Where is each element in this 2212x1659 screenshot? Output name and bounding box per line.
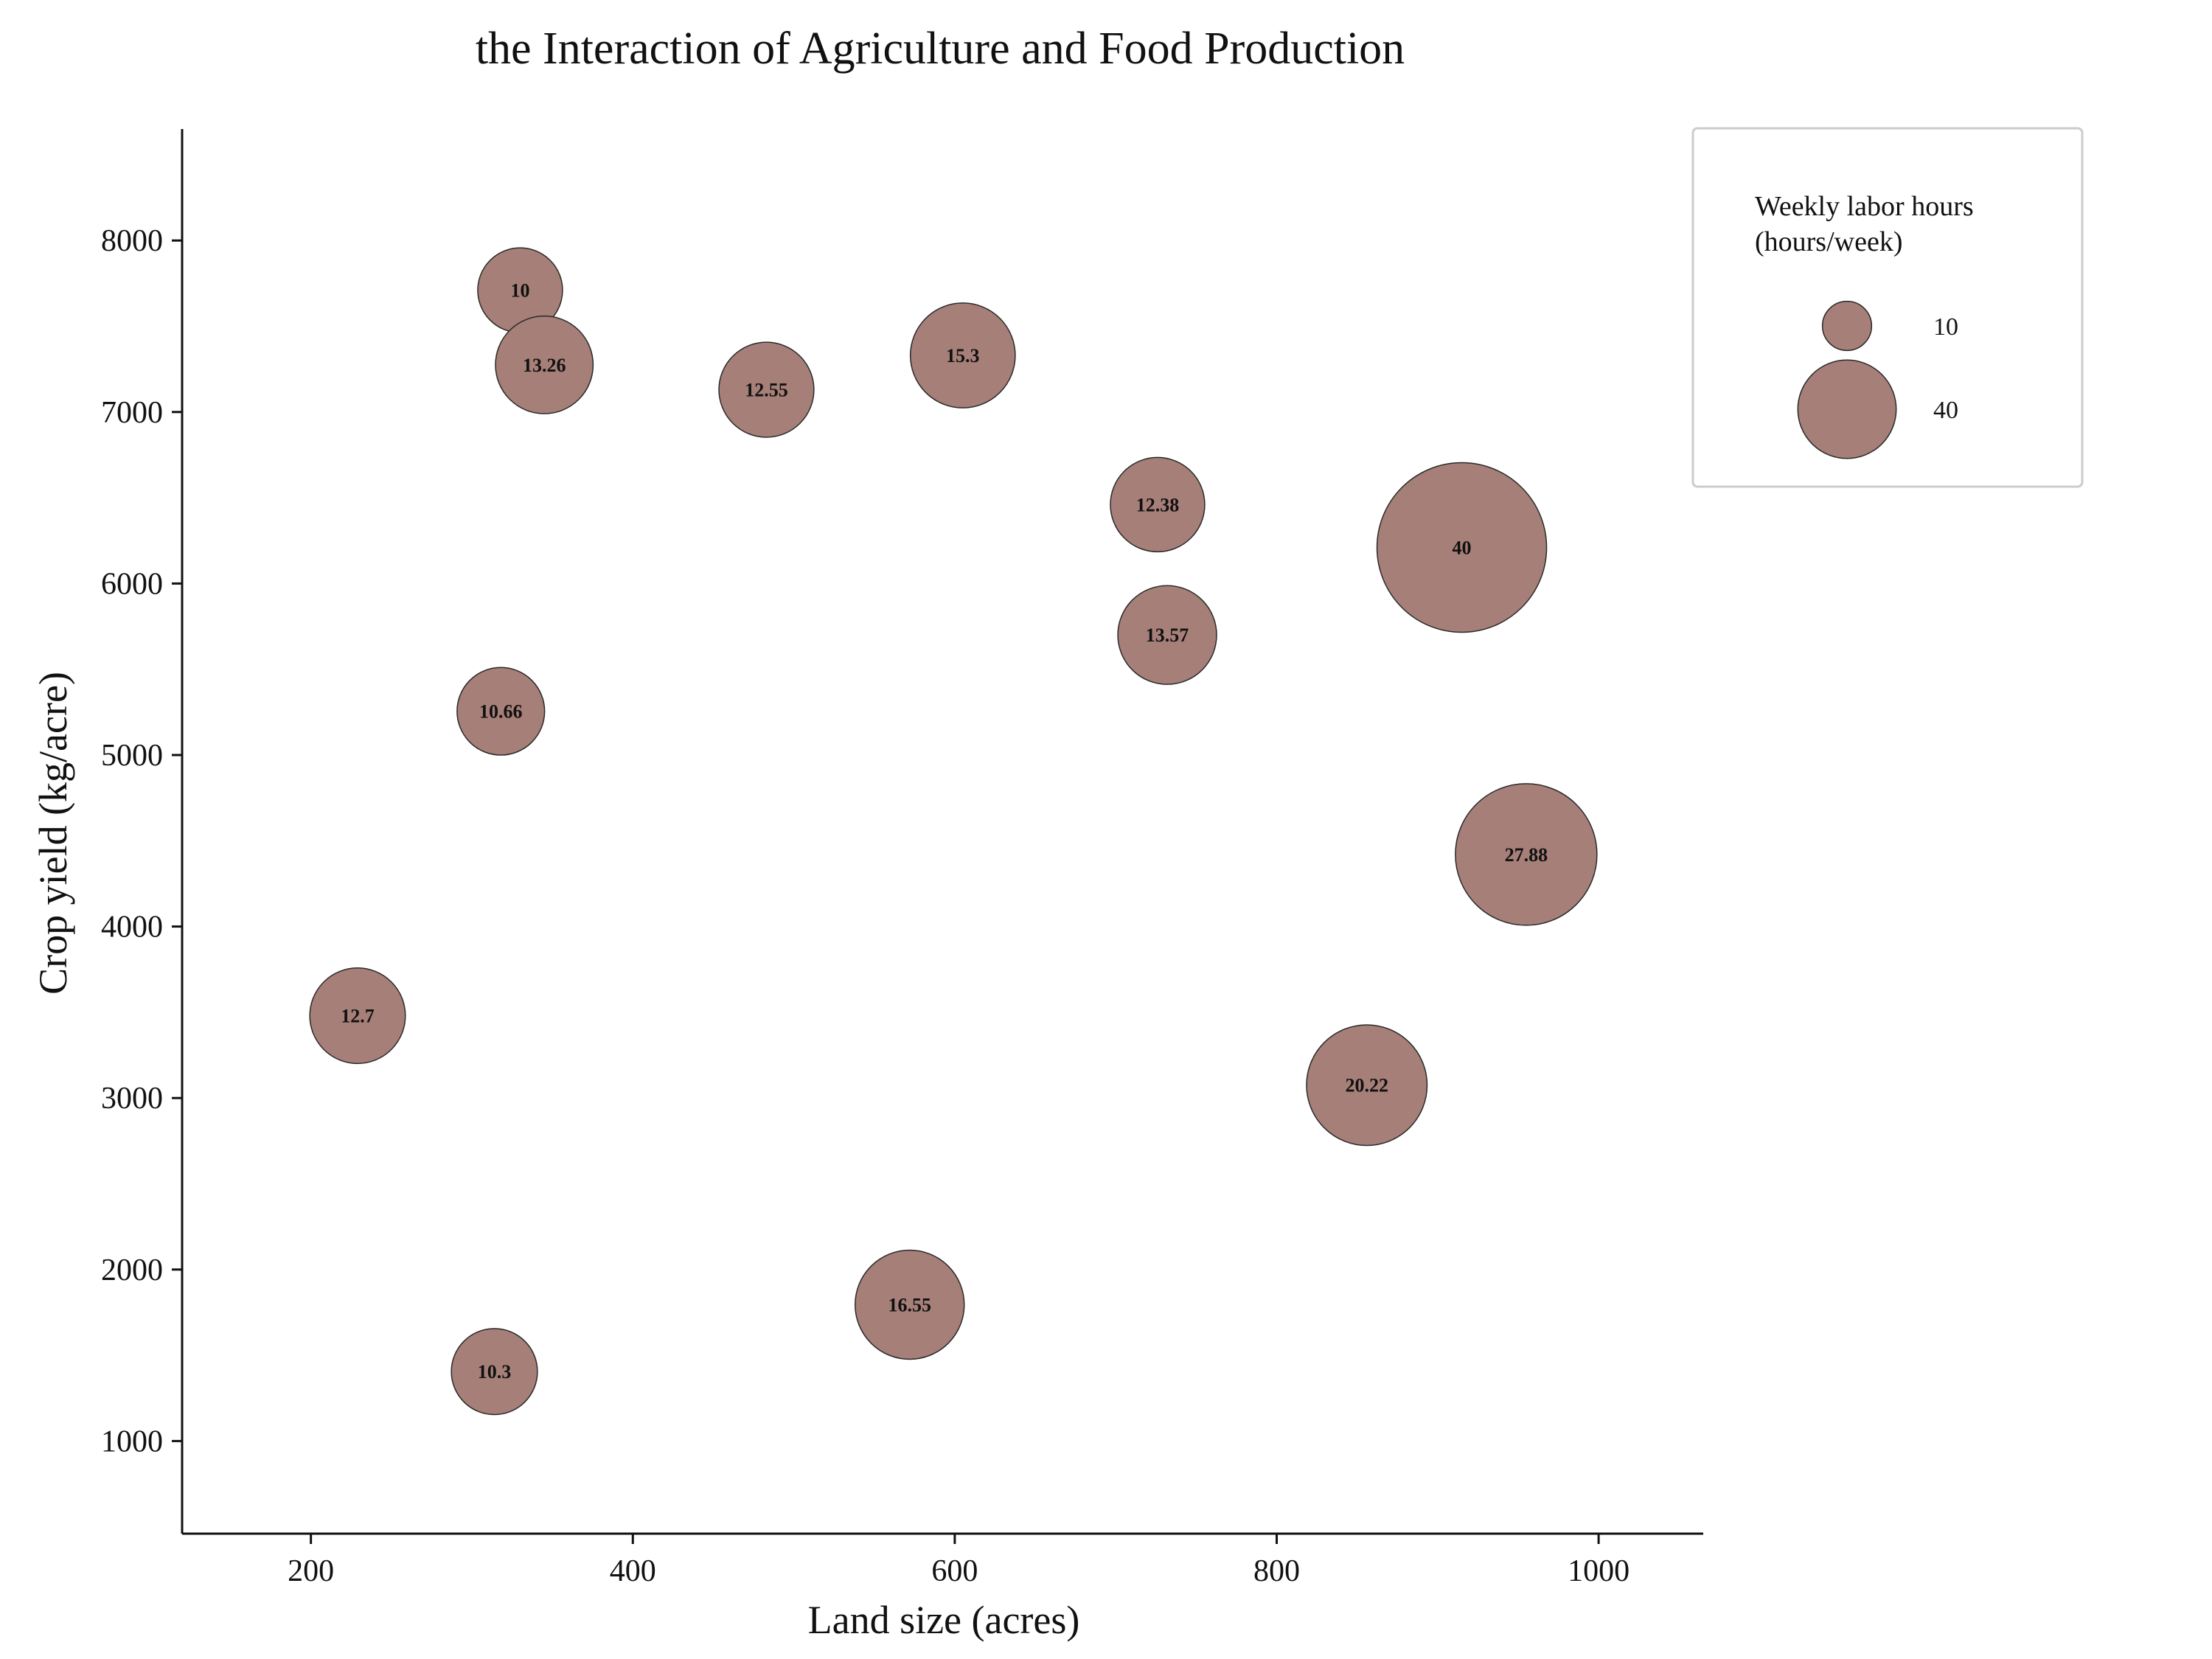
- bubble-label: 20.22: [1345, 1075, 1388, 1096]
- y-axis-label: Crop yield (kg/acre): [31, 672, 75, 995]
- bubble-label: 12.7: [341, 1006, 375, 1027]
- bubble-label: 10.66: [479, 701, 523, 723]
- x-tick-label: 800: [1253, 1554, 1300, 1588]
- bubble-point: [456, 667, 546, 756]
- bubble-point: [495, 315, 594, 414]
- bubble-point: [1376, 462, 1548, 633]
- y-tick-label: 3000: [101, 1082, 163, 1116]
- plot-area: 200 400 600 800 1000 1000 2000 3000 4000 5000 600…: [101, 129, 1703, 1588]
- legend-title-line1: Weekly labor hours: [1755, 191, 1974, 222]
- legend-label: 40: [1933, 397, 1958, 424]
- bubble-point: [855, 1249, 965, 1360]
- legend-box: [1691, 127, 2084, 488]
- bubble-label: 10: [510, 280, 529, 302]
- x-tick-label: 200: [288, 1554, 334, 1588]
- bubble-label: 13.57: [1146, 625, 1189, 646]
- bubbles: 10 13.26 12.55 15.3 12.38 40 13.57 10.66 27.88 12…: [309, 247, 1598, 1416]
- y-tick-label: 4000: [101, 911, 163, 945]
- bubble-point: [718, 341, 815, 438]
- y-tick-label: 8000: [101, 224, 163, 258]
- bubble-label: 27.88: [1505, 844, 1548, 866]
- chart-title: the Interaction of Agriculture and Food …: [476, 24, 1405, 74]
- x-tick-label: 400: [610, 1554, 656, 1588]
- y-ticks: 1000 2000 3000 4000 5000 6000 7000 8000: [101, 224, 182, 1458]
- legend-bubble: [1821, 300, 1873, 352]
- x-ticks: 200 400 600 800 1000: [288, 1534, 1630, 1588]
- bubble-point: [451, 1328, 538, 1416]
- legend-entries: 10 40: [1797, 300, 1958, 459]
- bubble-label: 12.38: [1136, 494, 1180, 515]
- y-tick-label: 5000: [101, 739, 163, 773]
- y-tick-label: 1000: [101, 1425, 163, 1458]
- y-tick-label: 6000: [101, 567, 163, 601]
- legend-bubble: [1797, 359, 1897, 459]
- legend-title-line2: (hours/week): [1755, 226, 1902, 257]
- bubble-point: [1117, 585, 1217, 685]
- y-tick-label: 7000: [101, 396, 163, 430]
- bubble-label: 16.55: [888, 1294, 931, 1315]
- bubble-label: 13.26: [523, 355, 566, 376]
- bubble-label: 40: [1453, 538, 1472, 559]
- x-tick-label: 600: [931, 1554, 978, 1588]
- legend: Weekly labor hours (hours/week) 10 40: [1691, 127, 2084, 488]
- x-tick-label: 1000: [1568, 1554, 1630, 1588]
- bubble-point: [309, 967, 406, 1065]
- x-axis-label: Land size (acres): [808, 1598, 1080, 1642]
- legend-label: 10: [1933, 313, 1958, 341]
- bubble-label: 12.55: [745, 380, 788, 401]
- y-tick-label: 2000: [101, 1253, 163, 1287]
- bubble-point: [1455, 783, 1598, 926]
- bubble-point: [909, 302, 1016, 408]
- bubble-point: [1110, 456, 1206, 553]
- bubble-label: 15.3: [946, 345, 980, 366]
- bubble-label: 10.3: [478, 1361, 512, 1382]
- bubble-point: [1306, 1024, 1428, 1147]
